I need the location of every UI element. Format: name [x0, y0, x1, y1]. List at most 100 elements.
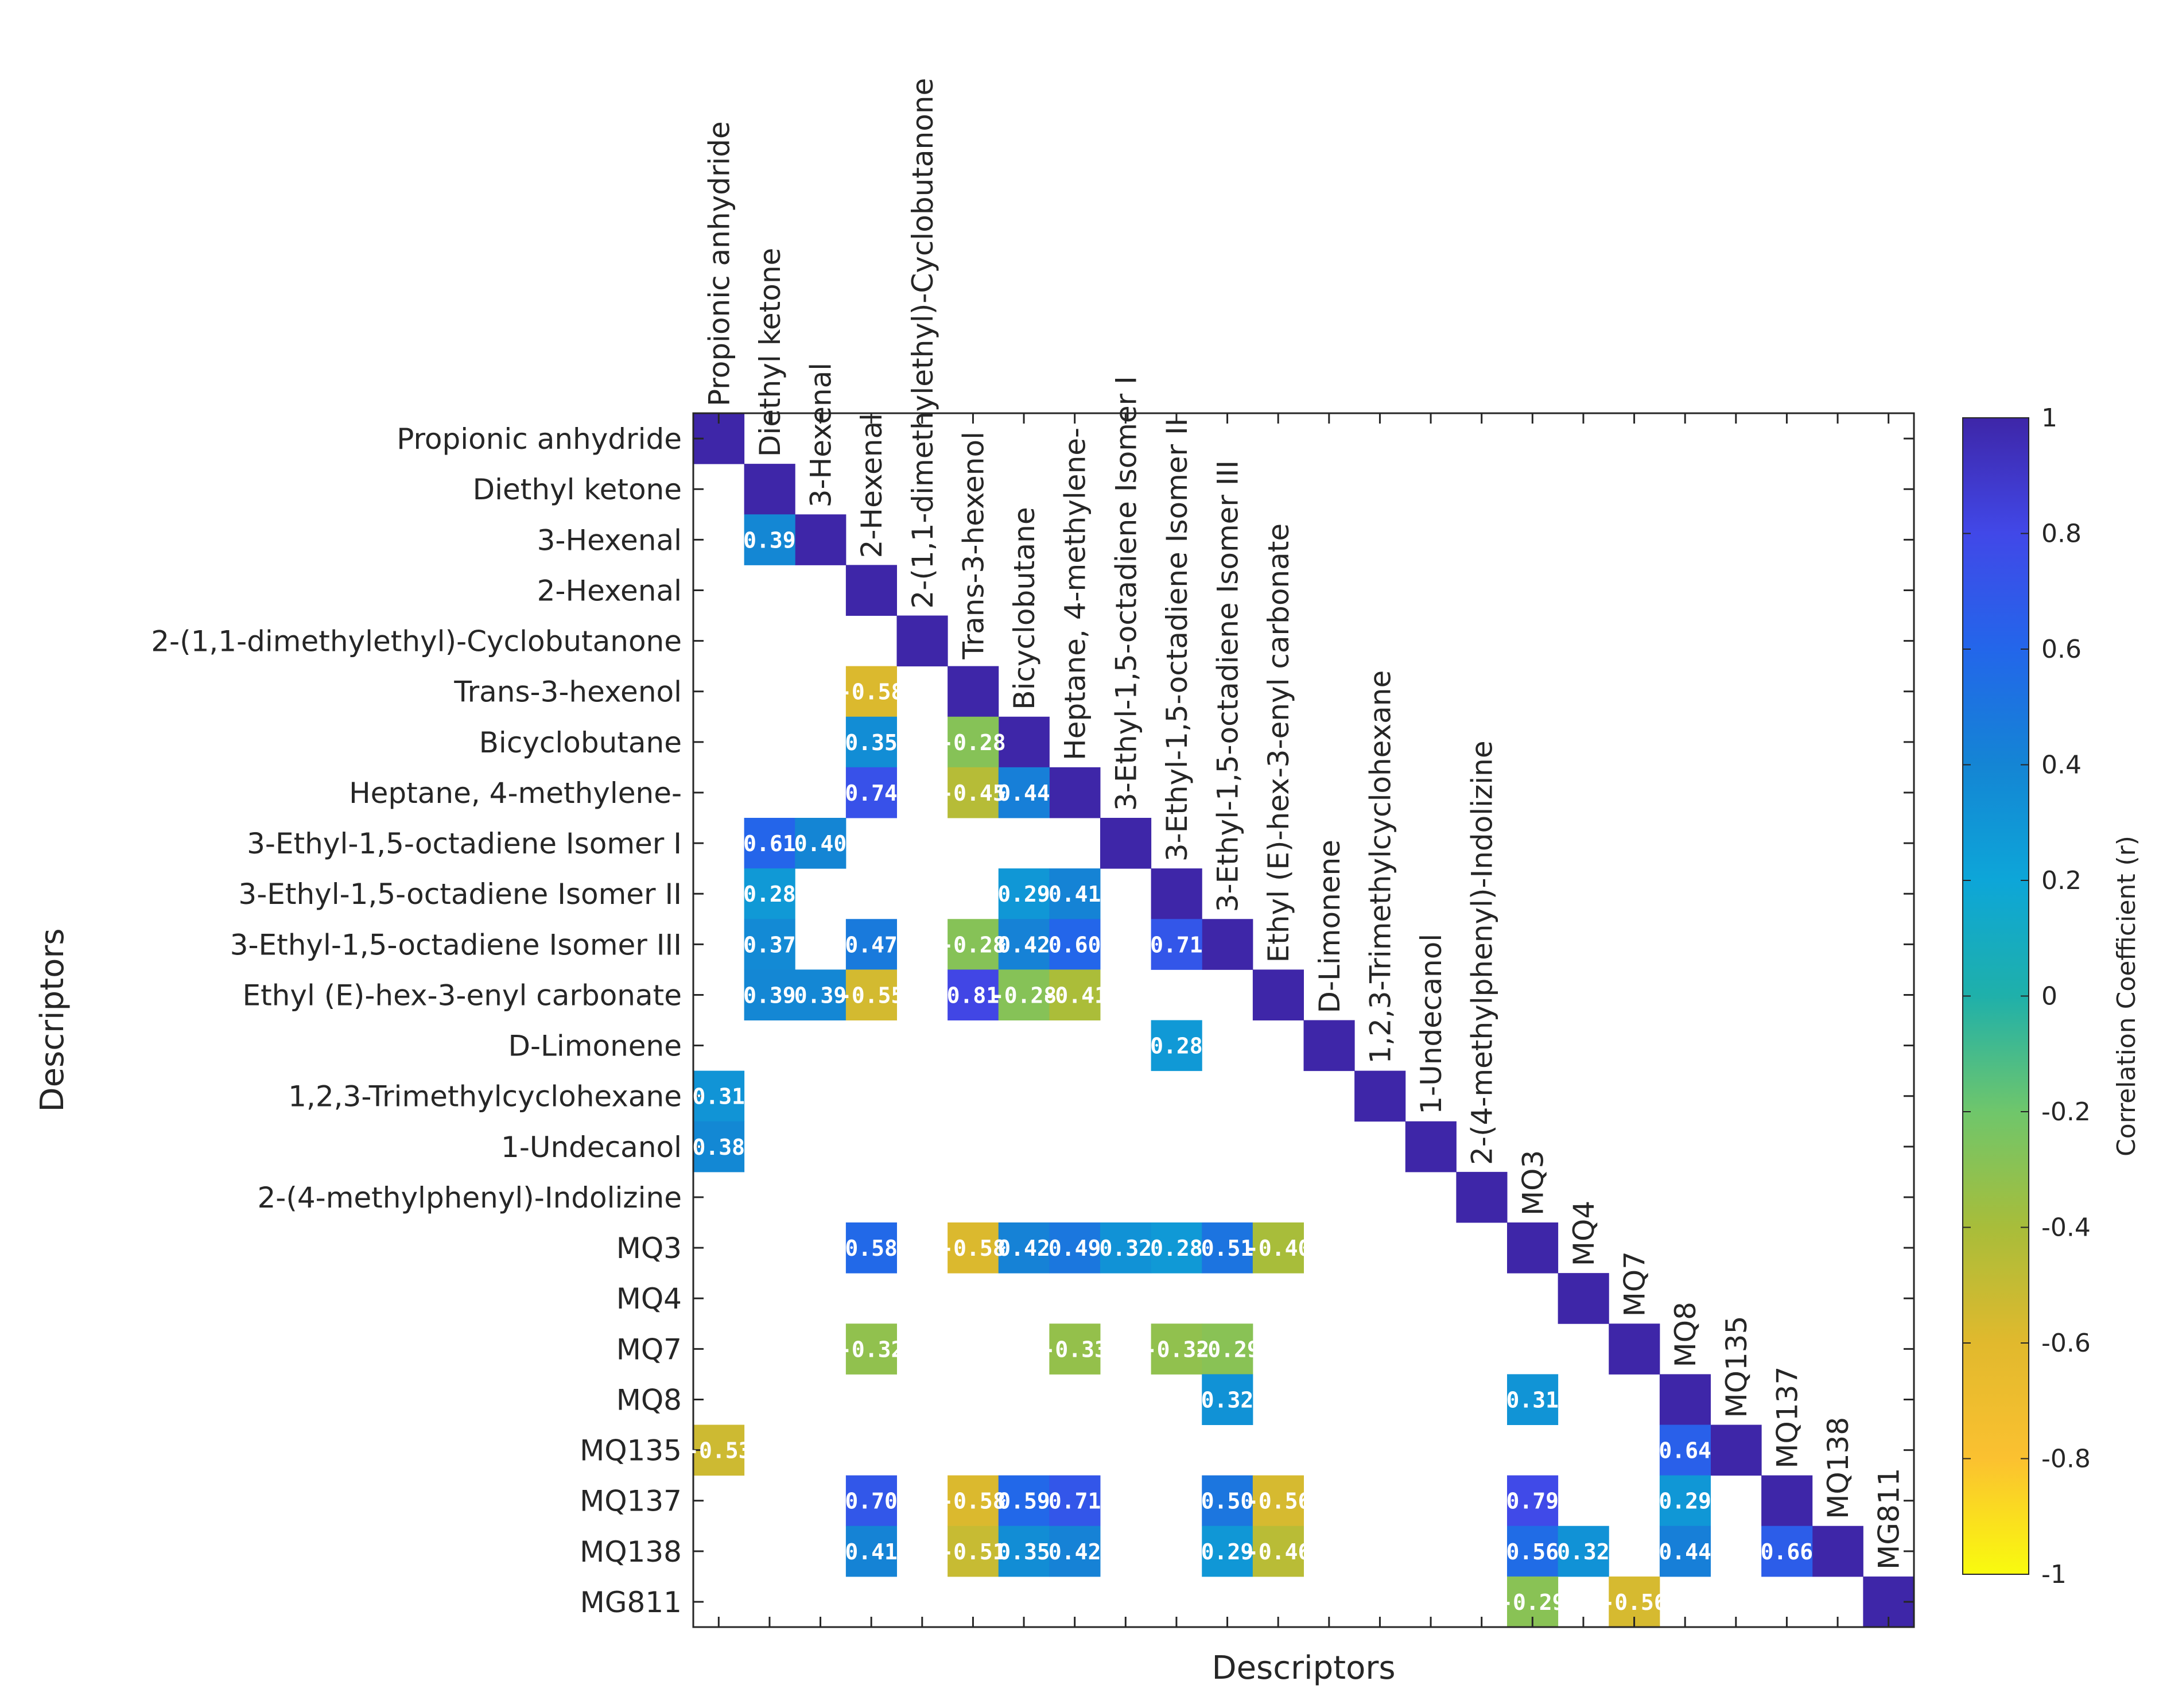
- cell-value-label: -0.33: [1042, 1337, 1107, 1362]
- column-label: 3-Ethyl-1,5-octadiene Isomer II: [1160, 418, 1194, 862]
- diagonal-cell: [1660, 1374, 1711, 1425]
- diagonal-cell: [1558, 1273, 1609, 1324]
- colorbar-tick-label: 0.2: [2041, 866, 2082, 895]
- cell-value-label: 0.71: [1049, 1489, 1101, 1514]
- column-label: 1,2,3-Trimethylcyclohexane: [1364, 670, 1397, 1064]
- column-label: 3-Hexenal: [805, 363, 838, 507]
- diagonal-cell: [1507, 1222, 1558, 1274]
- cell-value-label: 0.32: [1100, 1236, 1152, 1261]
- row-label: 1-Undecanol: [501, 1131, 682, 1164]
- cell-value-label: 0.41: [845, 1539, 898, 1565]
- cell-value-label: 0.61: [743, 831, 796, 856]
- colorbar-tick-label: -0.8: [2041, 1445, 2091, 1474]
- column-label: 3-Ethyl-1,5-octadiene Isomer I: [1109, 376, 1143, 811]
- cell-value-label: -0.58: [838, 680, 904, 705]
- column-label: 3-Ethyl-1,5-octadiene Isomer III: [1211, 460, 1245, 912]
- cell-value-label: -0.28: [940, 730, 1005, 755]
- row-label: 3-Hexenal: [537, 523, 682, 557]
- diagonal-cell: [744, 464, 795, 515]
- cell-value-label: 0.59: [997, 1489, 1050, 1514]
- cell-value-label: 0.32: [1201, 1387, 1254, 1412]
- cell-value-label: 0.49: [1049, 1236, 1101, 1261]
- cell-value-label: -0.56: [1601, 1590, 1667, 1615]
- cell-value-label: -0.29: [1500, 1590, 1565, 1615]
- diagonal-cell: [1151, 868, 1202, 919]
- column-label: 1-Undecanol: [1415, 934, 1448, 1115]
- column-label: MQ138: [1822, 1417, 1855, 1519]
- cell-value-label: 0.70: [845, 1489, 898, 1514]
- row-label: Trans-3-hexenol: [453, 676, 682, 709]
- row-label: 2-(1,1-dimethylethyl)-Cyclobutanone: [151, 625, 682, 658]
- cell-value-label: 0.35: [997, 1539, 1050, 1565]
- cell-value-label: 0.71: [1150, 932, 1203, 957]
- row-label: MQ7: [616, 1333, 682, 1366]
- row-label: 3-Ethyl-1,5-octadiene Isomer III: [230, 928, 682, 961]
- diagonal-cell: [948, 666, 999, 717]
- cell-value-label: 0.35: [845, 730, 898, 755]
- diagonal-cell: [1253, 969, 1304, 1020]
- row-label: 2-(4-methylphenyl)-Indolizine: [257, 1181, 682, 1214]
- colorbar-tick-label: 0: [2041, 982, 2057, 1011]
- column-label: MQ8: [1669, 1302, 1702, 1367]
- y-axis-tick-labels: Propionic anhydride Diethyl ketone 3-Hexen…: [151, 422, 682, 1619]
- cell-value-label: 0.66: [1761, 1539, 1814, 1565]
- row-label: 2-Hexenal: [537, 574, 682, 607]
- cell-value-label: 0.42: [997, 1236, 1050, 1261]
- cell-value-label: -0.53: [686, 1438, 751, 1464]
- row-label: MQ4: [616, 1282, 682, 1315]
- colorbar-tick-label: -0.6: [2041, 1329, 2091, 1358]
- cell-value-label: -0.41: [1042, 983, 1107, 1008]
- cell-value-label: -0.58: [940, 1236, 1005, 1261]
- cell-value-label: -0.29: [1194, 1337, 1260, 1362]
- cell-value-label: 0.79: [1506, 1489, 1559, 1514]
- column-label: Heptane, 4-methylene-: [1059, 428, 1092, 760]
- colorbar-label: Correlation Coefficient (r): [2112, 836, 2141, 1156]
- colorbar-gradient: [1963, 418, 2029, 1574]
- colorbar-tick-label: 0.8: [2041, 519, 2082, 549]
- x-axis-label: Descriptors: [1211, 1649, 1395, 1687]
- diagonal-cell: [1354, 1071, 1405, 1122]
- row-label: MQ3: [616, 1232, 682, 1265]
- column-label: Bicyclobutane: [1008, 507, 1041, 709]
- diagonal-cell: [795, 514, 846, 565]
- cell-value-label: 0.42: [997, 932, 1050, 957]
- cell-value-label: 0.37: [743, 932, 796, 957]
- cell-value-label: -0.45: [940, 781, 1005, 806]
- diagonal-cell: [1711, 1425, 1762, 1476]
- cell-value-label: -0.32: [838, 1337, 904, 1362]
- y-axis-label: Descriptors: [34, 928, 71, 1112]
- cell-value-label: 0.58: [845, 1236, 898, 1261]
- cell-value-label: -0.55: [838, 983, 904, 1008]
- colorbar-tick-label: 0.4: [2041, 751, 2082, 780]
- diagonal-cell: [1202, 919, 1253, 970]
- cell-value-label: 0.42: [1049, 1539, 1101, 1565]
- cell-values: 0.39-0.580.35 -0.280.74 -0.450.440.610.400…: [686, 527, 1813, 1615]
- cell-value-label: -0.40: [1245, 1236, 1311, 1261]
- diagonal-cell: [1405, 1121, 1457, 1173]
- cell-value-label: 0.28: [1150, 1236, 1203, 1261]
- row-label: Ethyl (E)-hex-3-enyl carbonate: [242, 979, 682, 1012]
- row-label: 1,2,3-Trimethylcyclohexane: [288, 1080, 682, 1113]
- cell-value-label: 0.64: [1659, 1438, 1711, 1464]
- column-label: Ethyl (E)-hex-3-enyl carbonate: [1262, 523, 1295, 963]
- row-label: 3-Ethyl-1,5-octadiene Isomer II: [238, 878, 682, 911]
- row-label: MQ8: [616, 1383, 682, 1416]
- cell-value-label: 0.60: [1049, 932, 1101, 957]
- colorbar-tick-label: -1: [2041, 1560, 2067, 1589]
- cell-value-label: 0.38: [693, 1135, 745, 1160]
- diagonal-cell: [999, 717, 1050, 768]
- cell-value-label: 0.28: [1150, 1034, 1203, 1059]
- row-label: Bicyclobutane: [479, 726, 682, 759]
- column-label: Trans-3-hexenol: [957, 432, 990, 660]
- cell-value-label: -0.56: [1245, 1489, 1311, 1514]
- cell-value-label: 0.44: [997, 781, 1050, 806]
- colorbar-tick-label: -0.2: [2041, 1097, 2091, 1127]
- cell-value-label: 0.29: [1659, 1489, 1711, 1514]
- diagonal-cell: [1609, 1323, 1660, 1375]
- diagonal-cell: [1761, 1476, 1812, 1527]
- diagonal-cell: [897, 616, 948, 667]
- column-label: 2-(4-methylphenyl)-Indolizine: [1466, 740, 1499, 1165]
- row-label: Heptane, 4-methylene-: [349, 777, 682, 810]
- row-label: MG811: [580, 1586, 682, 1619]
- column-label: MQ137: [1770, 1367, 1804, 1469]
